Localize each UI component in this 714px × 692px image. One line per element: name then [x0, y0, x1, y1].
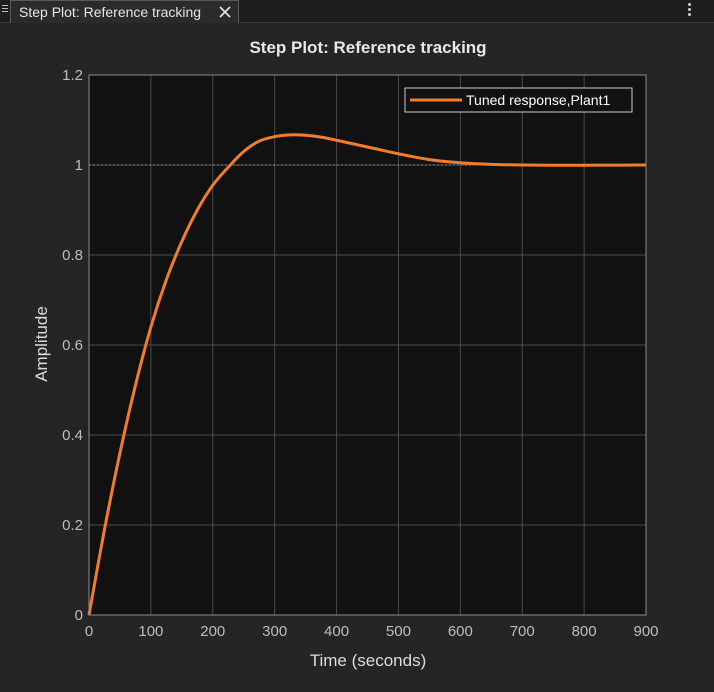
- y-tick-label: 0.2: [62, 517, 83, 534]
- kebab-menu-icon[interactable]: [686, 3, 692, 19]
- chart-title: Step Plot: Reference tracking: [249, 38, 486, 57]
- close-icon[interactable]: [218, 5, 232, 19]
- figure-panel: Step Plot: Reference tracking 0 100 200 300…: [0, 24, 714, 692]
- y-axis-label: Amplitude: [32, 306, 51, 382]
- x-tick-label: 100: [138, 623, 163, 640]
- y-tick-label: 0.4: [62, 427, 83, 444]
- x-tick-label: 500: [386, 623, 411, 640]
- x-axis-label: Time (seconds): [310, 651, 427, 670]
- step-plot-chart: Step Plot: Reference tracking 0 100 200 300…: [32, 38, 659, 670]
- tab-step-plot[interactable]: Step Plot: Reference tracking: [10, 0, 239, 23]
- drag-handle-icon[interactable]: [2, 5, 8, 17]
- legend-entry: Tuned response,Plant1: [466, 92, 610, 108]
- y-tick-label: 1: [75, 157, 83, 174]
- x-tick-label: 900: [633, 623, 658, 640]
- x-tick-label: 0: [85, 623, 93, 640]
- y-tick-labels: 0 0.2 0.4 0.6 0.8 1 1.2: [62, 67, 83, 624]
- y-tick-label: 1.2: [62, 67, 83, 84]
- x-tick-label: 400: [324, 623, 349, 640]
- x-tick-label: 700: [510, 623, 535, 640]
- x-tick-label: 800: [572, 623, 597, 640]
- y-tick-label: 0.6: [62, 337, 83, 354]
- x-tick-labels: 0 100 200 300 400 500 600 700 800 900: [85, 623, 659, 640]
- tab-label: Step Plot: Reference tracking: [19, 4, 202, 20]
- y-tick-label: 0.8: [62, 247, 83, 264]
- x-tick-label: 200: [200, 623, 225, 640]
- series-line-tuned-response[interactable]: [87, 133, 647, 616]
- x-tick-label: 300: [262, 623, 287, 640]
- tab-bar: Step Plot: Reference tracking: [0, 0, 714, 23]
- axes-box: [88, 74, 647, 616]
- legend[interactable]: Tuned response,Plant1: [404, 87, 633, 113]
- x-tick-label: 600: [448, 623, 473, 640]
- y-tick-label: 0: [75, 607, 83, 624]
- series-group: [87, 133, 647, 616]
